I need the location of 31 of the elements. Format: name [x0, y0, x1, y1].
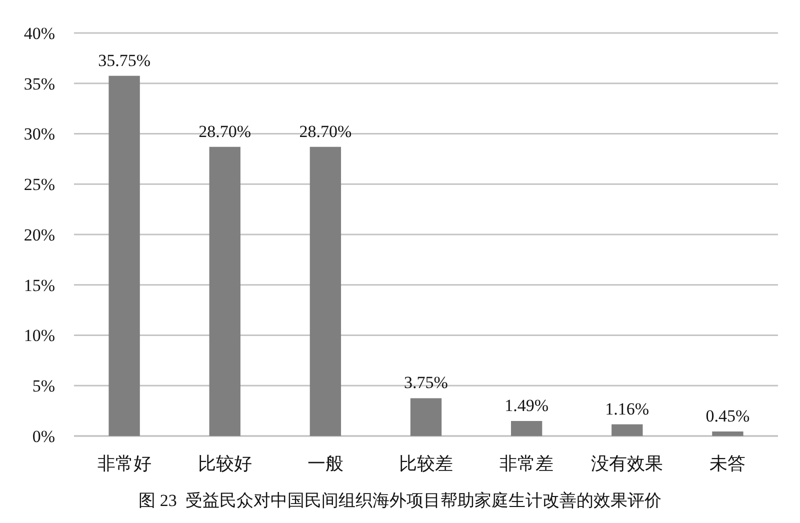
bar: [209, 146, 240, 436]
y-tick-label: 40%: [24, 24, 55, 43]
y-tick-label: 35%: [24, 74, 55, 94]
data-label: 3.75%: [404, 373, 448, 392]
y-tick-label: 30%: [24, 124, 55, 144]
data-label: 1.16%: [605, 399, 650, 418]
bar: [310, 146, 342, 436]
y-tick-label: 0%: [32, 426, 55, 446]
x-tick-label: 未答: [710, 453, 746, 474]
bar: [108, 76, 140, 436]
y-tick-label: 20%: [24, 225, 55, 244]
x-tick-label: 一般: [307, 453, 344, 474]
bar: [712, 431, 744, 436]
data-label: 0.45%: [706, 406, 750, 426]
data-label: 28.70%: [299, 122, 352, 141]
y-tick-label: 25%: [24, 175, 55, 194]
x-tick-label: 比较差: [399, 453, 453, 474]
caption: 图 23 受益民众对中国民间组织海外项目帮助家庭生计改善的效果评价: [138, 490, 662, 510]
x-tick-label: 非常差: [500, 453, 554, 474]
bar: [510, 420, 542, 436]
y-tick-label: 5%: [32, 376, 55, 396]
data-label: 35.75%: [98, 50, 150, 70]
y-tick-label: 10%: [24, 326, 55, 346]
x-tick-label: 比较好: [198, 453, 252, 474]
x-tick-label: 非常好: [97, 453, 152, 474]
x-tick-label: 没有效果: [591, 453, 664, 474]
y-tick-label: 15%: [24, 276, 55, 295]
data-label: 28.70%: [198, 122, 252, 141]
bar: [410, 398, 442, 436]
data-label: 1.49%: [504, 396, 549, 415]
bar: [612, 424, 643, 436]
